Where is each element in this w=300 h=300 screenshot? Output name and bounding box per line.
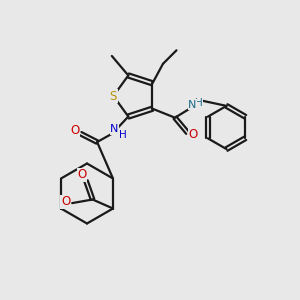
Text: H: H bbox=[119, 130, 127, 140]
Text: O: O bbox=[77, 168, 86, 182]
Text: H: H bbox=[195, 98, 203, 108]
Text: O: O bbox=[61, 195, 70, 208]
Text: N: N bbox=[110, 124, 119, 134]
Text: O: O bbox=[188, 128, 198, 141]
Text: O: O bbox=[70, 124, 79, 136]
Text: S: S bbox=[110, 89, 117, 103]
Text: N: N bbox=[188, 100, 196, 110]
